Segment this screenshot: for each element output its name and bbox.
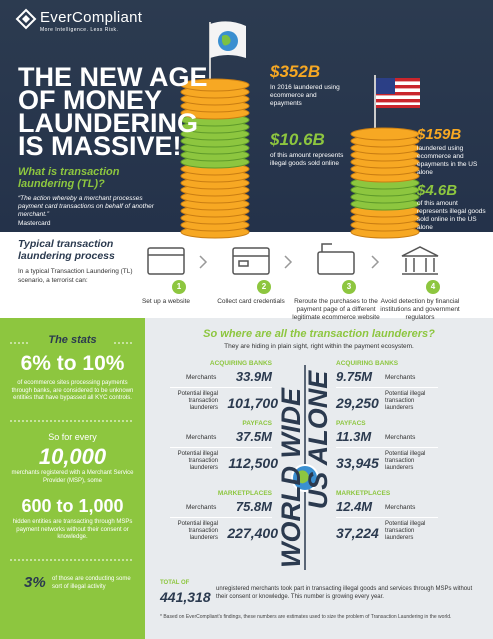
merchants-label: Merchants bbox=[186, 504, 216, 511]
merchants-value: 75.8M bbox=[222, 499, 272, 514]
merchants-label: Merchants bbox=[186, 434, 216, 441]
title-line: IS MASSIVE! bbox=[18, 135, 208, 158]
coin bbox=[351, 128, 419, 140]
merchants-value: 9.75M bbox=[336, 369, 372, 384]
step-number: 1 bbox=[172, 280, 186, 294]
fact-amount: $352B bbox=[270, 62, 320, 82]
stat-figure: 3% bbox=[24, 574, 46, 591]
launderers-label: Potential illegal transaction launderers bbox=[170, 391, 218, 412]
merchants-value: 11.3M bbox=[336, 429, 371, 444]
step-number: 3 bbox=[342, 280, 356, 294]
step-number: 4 bbox=[426, 280, 440, 294]
step-label: Collect card credentials bbox=[206, 298, 296, 306]
title: THE NEW AGE OF MONEY LAUNDERING IS MASSI… bbox=[18, 66, 208, 158]
group-name: PAYFACS bbox=[336, 420, 366, 427]
group-name: MARKETPLACES bbox=[180, 490, 272, 497]
separator bbox=[170, 517, 272, 518]
group-name: ACQUIRING BANKS bbox=[336, 360, 398, 367]
fact-amount: $10.6B bbox=[270, 130, 325, 150]
separator bbox=[336, 517, 438, 518]
launderers-label: Potential illegal transaction launderers bbox=[385, 521, 433, 542]
world-label: WORLD WIDE bbox=[276, 387, 306, 568]
stat-figure: 600 to 1,000 bbox=[0, 496, 145, 517]
merchants-value: 12.4M bbox=[336, 499, 372, 514]
stat-text: of those are conducting some sort of ill… bbox=[52, 576, 132, 591]
question: What is transaction laundering (TL)? bbox=[18, 166, 138, 190]
merchants-label: Merchants bbox=[385, 504, 415, 511]
stat-figure: 10,000 bbox=[0, 444, 145, 470]
tagline: More Intelligence. Less Risk. bbox=[40, 27, 118, 33]
stat-text: merchants registered with a Merchant Ser… bbox=[10, 470, 135, 485]
launderers-value: 33,945 bbox=[336, 455, 379, 471]
stats-title: The stats bbox=[0, 334, 145, 346]
merchants-label: Merchants bbox=[385, 434, 415, 441]
launderers-value: 101,700 bbox=[220, 395, 278, 411]
group-name: MARKETPLACES bbox=[336, 490, 390, 497]
us-flag bbox=[375, 75, 420, 135]
fact-text: of this amount represents illegal goods … bbox=[270, 152, 348, 168]
launderers-value: 227,400 bbox=[220, 525, 278, 541]
launderers-label: Potential illegal transaction launderers bbox=[170, 521, 218, 542]
where-subtitle: They are hiding in plain sight, right wi… bbox=[145, 343, 493, 350]
launderers-value: 112,500 bbox=[220, 455, 278, 471]
us-label: US ALONE bbox=[303, 370, 333, 509]
launderers-value: 29,250 bbox=[336, 395, 379, 411]
stat-text: of ecommerce sites processing payments t… bbox=[8, 380, 137, 403]
step-number: 2 bbox=[257, 280, 271, 294]
stat-figure: 6% to 10% bbox=[0, 352, 145, 376]
total-label: TOTAL OF bbox=[160, 580, 189, 586]
footnote: * Based on EverCompliant's findings, the… bbox=[160, 614, 490, 620]
stat-lead: So for every bbox=[0, 432, 145, 442]
fact-text: of this amount represents illegal goods … bbox=[417, 200, 489, 232]
launderers-value: 37,224 bbox=[336, 525, 379, 541]
infographic: WORLD WIDE US ALONE EverCompliant More I… bbox=[0, 0, 493, 639]
launderers-label: Potential illegal transaction launderers bbox=[385, 451, 433, 472]
process-title: Typical transaction laundering process bbox=[18, 238, 138, 262]
merchants-label: Merchants bbox=[186, 374, 216, 381]
fact-text: In 2016 laundered using ecommerce and ep… bbox=[270, 84, 340, 108]
merchants-value: 33.9M bbox=[222, 369, 272, 384]
separator bbox=[336, 387, 438, 388]
stat-text: hidden entities are transacting through … bbox=[8, 519, 137, 542]
total-text: unregistered merchants took part in tran… bbox=[216, 585, 484, 601]
definition: “The action whereby a merchant processes… bbox=[18, 195, 158, 219]
separator bbox=[170, 447, 272, 448]
launderers-label: Potential illegal transaction launderers bbox=[170, 451, 218, 472]
where-title: So where are all the transaction launder… bbox=[145, 328, 493, 340]
fact-amount: $159B bbox=[417, 126, 461, 143]
process-intro: In a typical Transaction Laundering (TL)… bbox=[18, 268, 136, 285]
step-icons bbox=[148, 244, 438, 274]
separator bbox=[170, 387, 272, 388]
launderers-label: Potential illegal transaction launderers bbox=[385, 391, 433, 412]
merchants-value: 37.5M bbox=[222, 429, 272, 444]
fact-amount: $4.6B bbox=[417, 182, 457, 199]
globe-flag bbox=[210, 21, 246, 85]
group-name: ACQUIRING BANKS bbox=[180, 360, 272, 367]
step-label: Set up a website bbox=[121, 298, 211, 306]
step-label: Avoid detection by financial institution… bbox=[375, 298, 465, 322]
group-name: PAYFACS bbox=[180, 420, 272, 427]
total: 441,318 bbox=[160, 589, 211, 605]
step-label: Reroute the purchases to the payment pag… bbox=[291, 298, 381, 322]
merchants-label: Merchants bbox=[385, 374, 415, 381]
logo-icon bbox=[17, 10, 35, 28]
logo: EverCompliant bbox=[40, 9, 142, 26]
separator bbox=[336, 447, 438, 448]
fact-text: laundered using ecommerce and epayments … bbox=[417, 145, 483, 177]
source: Mastercard bbox=[18, 220, 51, 227]
